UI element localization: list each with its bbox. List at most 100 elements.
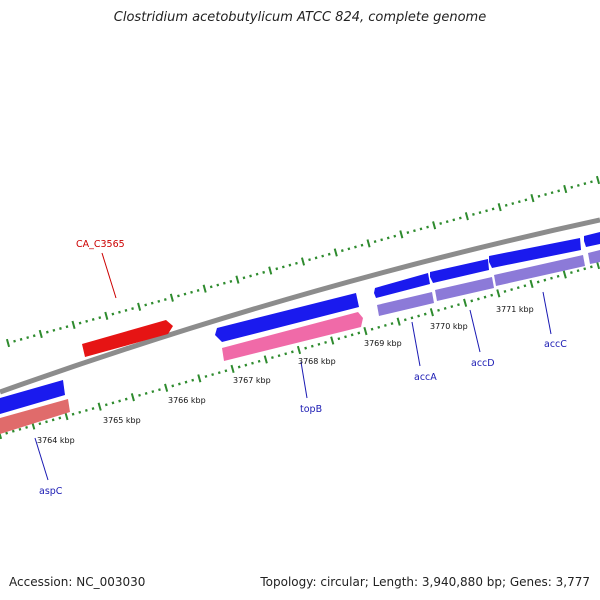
minor-tick	[490, 293, 494, 297]
minor-tick	[377, 325, 381, 329]
gene-label-accA[interactable]: accA	[414, 372, 437, 383]
minor-tick	[91, 407, 95, 411]
minor-tick	[380, 238, 384, 242]
minor-tick	[19, 337, 23, 341]
minor-tick	[589, 265, 593, 269]
minor-tick	[576, 183, 580, 187]
minor-tick	[517, 200, 521, 204]
minor-tick	[78, 321, 82, 325]
major-tick	[429, 308, 434, 317]
minor-tick	[543, 278, 547, 282]
minor-tick	[317, 342, 321, 346]
minor-tick	[216, 283, 220, 287]
gene-accC-reverse[interactable]	[494, 255, 585, 286]
minor-tick	[510, 288, 514, 292]
scale-label: 3770 kbp	[430, 322, 468, 331]
minor-tick	[470, 299, 474, 303]
gene-label-accC[interactable]: accC	[544, 339, 567, 350]
major-tick	[363, 326, 368, 336]
gene-topB[interactable]	[215, 293, 359, 342]
minor-tick	[255, 272, 259, 276]
major-tick	[300, 257, 306, 266]
major-tick	[366, 239, 371, 248]
accession-text: Accession: NC_003030	[9, 575, 146, 589]
major-tick	[64, 411, 69, 421]
gene-label-topB[interactable]: topB	[300, 404, 322, 415]
minor-tick	[419, 227, 423, 231]
gene-next[interactable]	[584, 232, 600, 247]
minor-tick	[370, 327, 374, 331]
gene-topB-reverse[interactable]	[222, 312, 363, 361]
genome-stats: Topology: circular; Length: 3,940,880 bp…	[260, 575, 590, 589]
gene-label-CA_C3565[interactable]: CA_C3565	[76, 239, 125, 250]
minor-tick	[124, 308, 128, 312]
minor-tick	[583, 182, 587, 186]
minor-tick	[45, 420, 48, 424]
map-title: Clostridium acetobutylicum ATCC 824, com…	[113, 10, 487, 25]
minor-tick	[557, 189, 561, 193]
minor-tick	[439, 222, 443, 225]
minor-tick	[59, 327, 62, 330]
minor-tick	[537, 194, 541, 198]
minor-tick	[151, 390, 155, 394]
minor-tick	[178, 382, 181, 386]
major-tick	[496, 289, 501, 298]
minor-tick	[71, 412, 75, 416]
gene-CA_C3565[interactable]	[82, 320, 173, 357]
scale-label: 3765 kbp	[103, 416, 141, 425]
minor-tick	[222, 281, 226, 285]
gene-next-reverse[interactable]	[588, 250, 600, 264]
minor-tick	[536, 280, 540, 284]
minor-tick	[390, 322, 394, 326]
minor-tick	[524, 198, 528, 202]
minor-tick	[124, 397, 128, 401]
minor-tick	[277, 354, 281, 358]
major-tick	[164, 383, 169, 392]
leader-accD	[469, 309, 481, 353]
minor-tick	[417, 314, 420, 318]
minor-tick	[184, 380, 188, 384]
gene-label-aspC[interactable]: aspC	[39, 486, 63, 497]
minor-tick	[144, 391, 148, 395]
gene-accC[interactable]	[489, 238, 581, 268]
gene-accA[interactable]	[374, 273, 430, 298]
minor-tick	[118, 310, 121, 314]
minor-tick	[410, 316, 414, 320]
minor-tick	[383, 323, 387, 327]
minor-tick	[472, 212, 475, 216]
major-tick	[432, 221, 437, 230]
gene-label-accD[interactable]: accD	[471, 358, 495, 369]
minor-tick	[570, 185, 574, 189]
gene-aspC[interactable]	[0, 380, 65, 414]
major-tick	[268, 266, 273, 275]
gene-aspC-reverse[interactable]	[0, 399, 70, 434]
minor-tick	[157, 299, 161, 303]
minor-tick	[229, 279, 233, 283]
major-tick	[235, 275, 240, 284]
scale-label: 3771 kbp	[496, 305, 534, 314]
major-tick	[529, 279, 534, 289]
major-tick	[330, 336, 335, 345]
minor-tick	[324, 340, 327, 344]
minor-tick	[18, 427, 22, 431]
major-tick	[230, 364, 235, 374]
gene-labels: aspC topB accA accD accC CA_C3565	[39, 239, 567, 497]
minor-tick	[452, 218, 456, 222]
forward-genes	[0, 232, 600, 414]
minor-tick	[478, 211, 482, 215]
minor-tick	[437, 308, 440, 312]
scale-label: 3769 kbp	[364, 339, 402, 348]
minor-tick	[445, 220, 449, 224]
minor-tick	[38, 422, 42, 426]
minor-tick	[251, 361, 254, 365]
minor-tick	[111, 312, 115, 316]
scale-label: 3764 kbp	[37, 436, 75, 445]
minor-tick	[360, 243, 364, 247]
minor-tick	[13, 339, 16, 343]
leader-CA_C3565	[101, 252, 117, 299]
gene-accD[interactable]	[430, 259, 489, 283]
gene-accA-reverse[interactable]	[377, 292, 434, 316]
leader-accC	[542, 291, 552, 335]
gene-accD-reverse[interactable]	[435, 277, 494, 301]
major-tick	[5, 338, 11, 348]
